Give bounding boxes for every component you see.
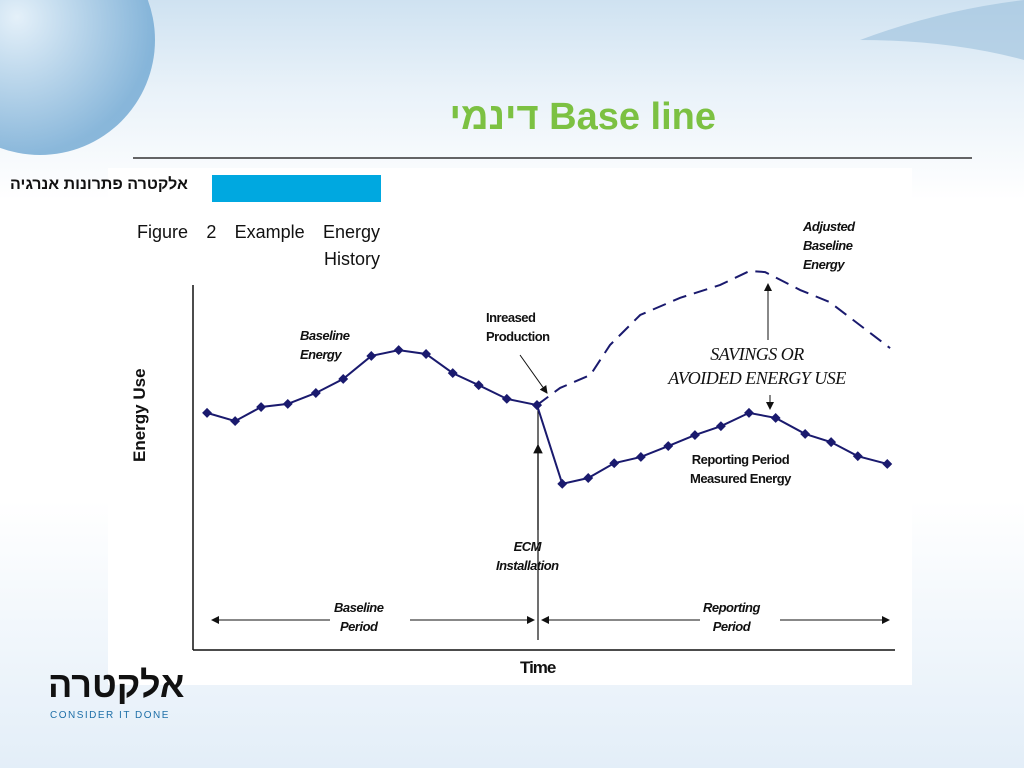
point bbox=[393, 345, 404, 356]
chart-panel bbox=[108, 168, 912, 685]
logo-bottom: אלקטרה bbox=[48, 664, 185, 705]
point bbox=[800, 428, 811, 439]
point bbox=[256, 402, 267, 412]
point bbox=[852, 451, 863, 462]
production-arrow bbox=[519, 354, 548, 394]
slide-title: Base line דינמי bbox=[449, 96, 716, 138]
point bbox=[609, 458, 620, 469]
point bbox=[282, 398, 293, 409]
point bbox=[826, 437, 837, 448]
annotation: ECM Installation bbox=[496, 539, 559, 573]
series-line bbox=[536, 404, 888, 486]
y-axis-label: Energy Use bbox=[130, 368, 149, 462]
point bbox=[310, 388, 321, 398]
point bbox=[447, 368, 458, 379]
x-axis-label: Time bbox=[520, 658, 556, 677]
point bbox=[583, 473, 594, 483]
series-line bbox=[536, 269, 891, 406]
point bbox=[744, 407, 754, 418]
point bbox=[230, 416, 241, 427]
point bbox=[689, 430, 700, 441]
point bbox=[202, 407, 212, 418]
annotation: Reporting Period bbox=[703, 600, 760, 634]
point bbox=[473, 380, 484, 391]
annotation: Inreased Production bbox=[486, 310, 550, 344]
blue-bar bbox=[212, 175, 381, 202]
point bbox=[770, 413, 781, 423]
point bbox=[663, 441, 674, 451]
series-label: Reporting Period Measured Energy bbox=[690, 452, 791, 486]
series-label: Adjusted Baseline Energy bbox=[803, 219, 855, 272]
figure-title: Figure 2 Example Energy History bbox=[137, 222, 380, 269]
series-label: Baseline Energy bbox=[300, 328, 350, 362]
logo-top: אלקטרה פתרונות אנרגיה bbox=[10, 176, 188, 193]
point bbox=[882, 459, 893, 469]
point bbox=[421, 349, 432, 359]
point bbox=[557, 478, 568, 489]
point bbox=[366, 350, 377, 361]
annotation: SAVINGS OR AVOIDED ENERGY USE bbox=[668, 344, 846, 388]
swoosh bbox=[860, 0, 1024, 60]
point bbox=[501, 393, 512, 404]
annotation: Baseline Period bbox=[334, 600, 384, 634]
point bbox=[338, 374, 349, 384]
point bbox=[715, 421, 726, 432]
globe bbox=[0, 0, 155, 155]
point bbox=[635, 452, 646, 462]
slogan: CONSIDER IT DONE bbox=[50, 710, 170, 721]
plot bbox=[192, 269, 895, 651]
